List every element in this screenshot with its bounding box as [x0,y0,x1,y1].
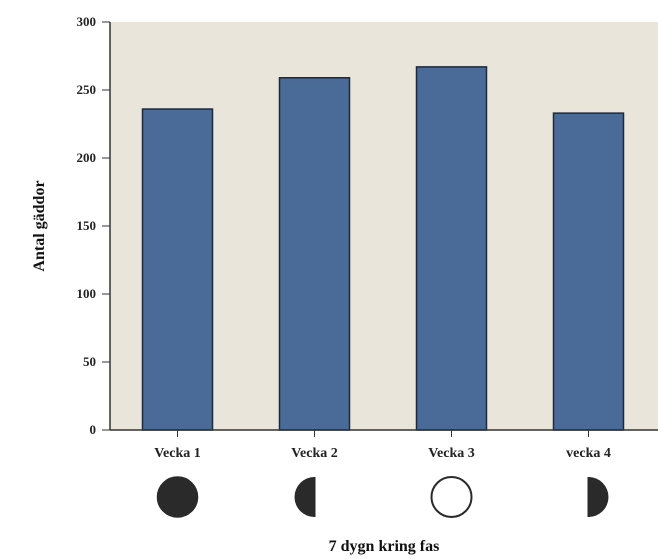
y-tick-label: 100 [77,286,97,301]
bar-1 [141,108,214,431]
new-moon-icon [156,476,199,518]
bar-2 [278,77,351,431]
full-moon-icon [430,476,473,518]
y-axis-title: Antal gäddor [31,180,48,271]
x-category-label: Vecka 2 [291,446,338,461]
y-axis-ticks: 0 50 100 150 200 250 300 [77,14,110,437]
last-quarter-moon-icon [587,477,609,517]
y-tick-label: 200 [77,150,97,165]
x-category-label: Vecka 1 [154,446,201,461]
bar-4 [552,112,625,431]
bar-3 [415,66,488,431]
y-tick-label: 50 [83,354,96,369]
first-quarter-moon-icon [294,477,316,517]
y-tick-label: 0 [90,422,97,437]
y-tick-label: 150 [77,218,97,233]
x-axis-title: 7 dygn kring fas [329,538,440,555]
x-category-label: Vecka 3 [428,446,475,461]
moon-phase-icons [156,476,609,518]
x-axis-category-labels: Vecka 1 Vecka 2 Vecka 3 vecka 4 [154,430,611,461]
y-tick-label: 300 [77,14,97,29]
x-category-label: vecka 4 [566,446,611,461]
y-tick-label: 250 [77,82,97,97]
